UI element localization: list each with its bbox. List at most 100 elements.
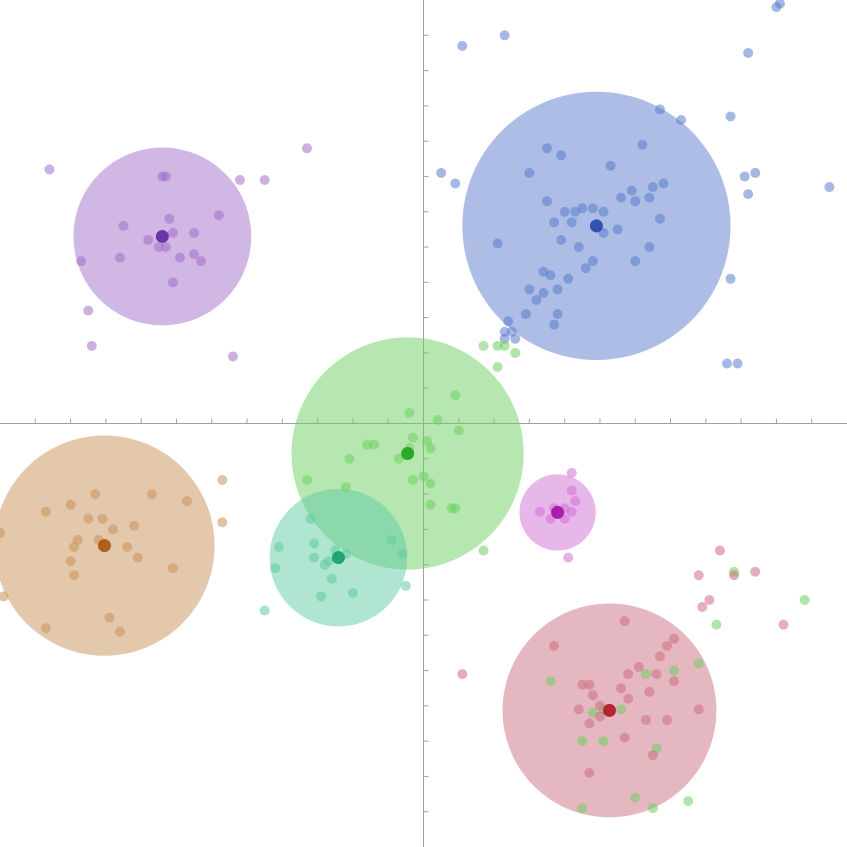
point	[167, 227, 178, 238]
point	[654, 213, 665, 224]
point	[577, 203, 588, 214]
point	[633, 662, 644, 673]
point	[573, 704, 584, 715]
point	[616, 192, 627, 203]
point	[65, 499, 76, 510]
point	[432, 414, 443, 425]
point	[669, 665, 680, 676]
point	[492, 362, 503, 373]
point	[644, 192, 655, 203]
point	[669, 633, 680, 644]
point	[86, 340, 97, 351]
point	[499, 326, 510, 337]
point	[743, 189, 754, 200]
point	[577, 679, 588, 690]
point	[630, 792, 641, 803]
point	[573, 242, 584, 253]
point	[44, 164, 55, 175]
point	[340, 482, 351, 493]
point	[743, 47, 754, 58]
point	[563, 552, 574, 563]
point	[587, 203, 598, 214]
point	[647, 750, 658, 761]
point	[630, 256, 641, 267]
point	[566, 217, 577, 228]
point	[732, 358, 743, 369]
point	[400, 580, 411, 591]
point	[658, 178, 669, 189]
point	[302, 474, 313, 485]
point	[83, 513, 94, 524]
point	[153, 242, 164, 253]
point	[316, 591, 327, 602]
point	[107, 524, 118, 535]
point	[587, 256, 598, 267]
point	[549, 319, 560, 330]
point	[118, 220, 129, 231]
point	[122, 542, 133, 553]
point	[563, 273, 574, 284]
cluster-center	[155, 229, 169, 243]
point	[534, 506, 545, 517]
point	[104, 612, 115, 623]
point	[524, 284, 535, 295]
point	[542, 196, 553, 207]
point	[453, 425, 464, 436]
point	[594, 711, 605, 722]
point	[619, 732, 630, 743]
point	[234, 174, 245, 185]
point	[669, 676, 680, 687]
point	[644, 686, 655, 697]
point	[644, 242, 655, 253]
point	[259, 605, 270, 616]
point	[499, 333, 510, 344]
point	[693, 704, 704, 715]
point	[616, 704, 627, 715]
point	[580, 263, 591, 274]
point	[584, 718, 595, 729]
point	[623, 669, 634, 680]
point	[774, 0, 785, 9]
point	[714, 545, 725, 556]
point	[722, 358, 733, 369]
point	[725, 111, 736, 122]
point	[436, 167, 447, 178]
point	[167, 563, 178, 574]
point	[587, 690, 598, 701]
point	[189, 227, 200, 238]
cluster-center	[97, 539, 111, 553]
point	[457, 40, 468, 51]
point	[594, 700, 605, 711]
point	[520, 309, 531, 320]
point	[499, 30, 510, 41]
cluster-center	[401, 446, 415, 460]
point	[90, 489, 101, 500]
point	[457, 669, 468, 680]
point	[305, 513, 316, 524]
point	[76, 256, 87, 267]
point	[114, 626, 125, 637]
point	[619, 616, 630, 627]
point	[344, 453, 355, 464]
point	[386, 534, 397, 545]
point	[478, 545, 489, 556]
point	[552, 309, 563, 320]
point	[499, 340, 510, 351]
point	[654, 651, 665, 662]
point	[637, 139, 648, 150]
point	[531, 294, 542, 305]
point	[626, 185, 637, 196]
point	[132, 552, 143, 563]
point	[167, 277, 178, 288]
point	[750, 566, 761, 577]
point	[612, 224, 623, 235]
point	[545, 270, 556, 281]
point	[259, 174, 270, 185]
point	[492, 238, 503, 249]
point	[309, 538, 320, 549]
point	[549, 217, 560, 228]
point	[369, 439, 380, 450]
point	[584, 679, 595, 690]
point	[69, 570, 80, 581]
point	[640, 669, 651, 680]
